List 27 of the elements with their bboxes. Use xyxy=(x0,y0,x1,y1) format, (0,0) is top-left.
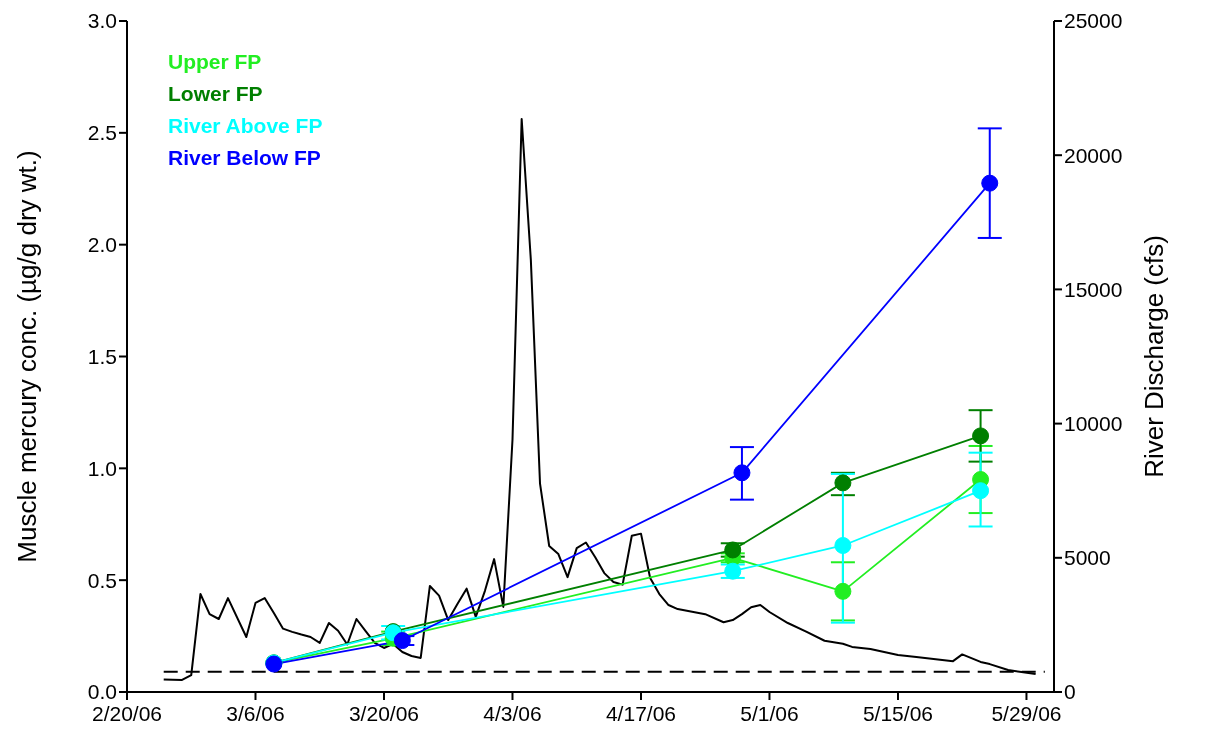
text: Lower FP xyxy=(168,81,264,107)
y-tick-label: 3.0 xyxy=(87,9,117,33)
y-tick-label: 2.5 xyxy=(87,121,117,145)
x-tick-label: 4/3/06 xyxy=(483,701,542,725)
x-tick-label: 5/15/06 xyxy=(862,701,934,725)
text: River Above FP xyxy=(168,113,323,139)
y2-tick-label: 5000 xyxy=(1064,546,1111,570)
y-tick-label: 1.0 xyxy=(87,456,117,480)
x-tick-label: 3/6/06 xyxy=(226,701,285,725)
y2-tick-label: 0 xyxy=(1064,680,1076,704)
y-tick-label: 0.5 xyxy=(87,568,117,592)
y-tick-label: 2.0 xyxy=(87,233,117,257)
x-tick-label: 3/20/06 xyxy=(348,701,420,725)
x-tick-label: 5/1/06 xyxy=(740,701,799,725)
y2-tick-label: 15000 xyxy=(1064,277,1123,301)
text: River Below FP xyxy=(168,145,322,171)
y2-tick-label: 20000 xyxy=(1064,143,1123,167)
y2-tick-label: 25000 xyxy=(1064,9,1123,33)
y-tick-label: 0.0 xyxy=(87,680,117,704)
y-tick-label: 1.5 xyxy=(87,344,117,368)
x-tick-label: 2/20/06 xyxy=(91,701,163,725)
y-axis-title: Muscle mercury conc. (µg/g dry wt.) xyxy=(12,150,43,563)
text: Upper FP xyxy=(168,49,263,75)
y2-tick-label: 10000 xyxy=(1064,412,1123,436)
x-tick-label: 4/17/06 xyxy=(605,701,677,725)
y2-axis-title: River Discharge (cfs) xyxy=(1139,235,1170,478)
x-tick-label: 5/29/06 xyxy=(991,701,1062,725)
